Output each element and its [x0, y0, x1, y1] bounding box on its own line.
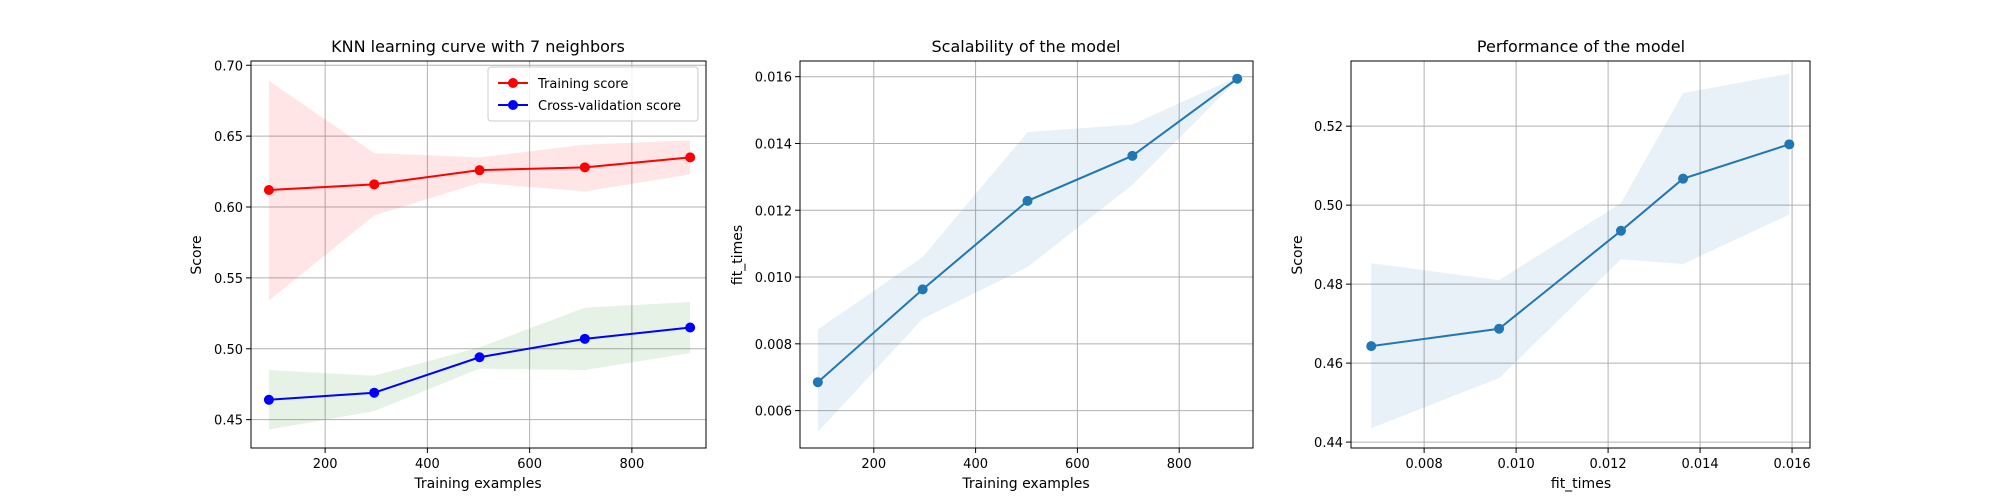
data-point: [1366, 341, 1377, 352]
learning-curve-chart: KNN learning curve with 7 neighbors Trai…: [189, 37, 707, 492]
axes-frame: [799, 60, 1254, 449]
confidence-band: [268, 80, 691, 301]
data-point: [369, 387, 380, 398]
data-point: [917, 284, 928, 295]
y-tick-label: 0.010: [755, 271, 792, 286]
grid-lines: [1351, 61, 1810, 448]
x-tick-label: 400: [963, 457, 988, 472]
data-point: [263, 394, 274, 405]
y-axis-label: Score: [189, 235, 205, 274]
y-tick-label: 0.65: [214, 130, 243, 145]
x-tick-label: 800: [619, 457, 644, 472]
y-tick-label: 0.006: [755, 405, 792, 420]
x-tick-label: 0.012: [1589, 457, 1626, 472]
data-point: [1494, 323, 1505, 334]
y-tick-label: 0.70: [214, 59, 243, 74]
confidence-band: [1371, 73, 1790, 429]
data-point: [579, 333, 590, 344]
grid-lines: [800, 61, 1253, 448]
x-tick-label: 0.014: [1681, 457, 1718, 472]
x-tick-label: 200: [313, 457, 338, 472]
data-point: [474, 165, 485, 176]
x-axis-label: fit_times: [1551, 476, 1611, 492]
x-tick-label: 600: [517, 457, 542, 472]
axes-frame: [250, 60, 707, 449]
x-tick-label: 0.010: [1498, 457, 1535, 472]
data-point: [685, 152, 696, 163]
series-1: [263, 301, 696, 430]
y-tick-label: 0.60: [214, 201, 243, 216]
legend: Training score Cross-validation score: [487, 66, 699, 122]
legend-label: Training score: [537, 77, 628, 92]
performance-chart: Performance of the model fit_times Score…: [1290, 37, 1811, 492]
chart-title: KNN learning curve with 7 neighbors: [331, 37, 625, 56]
y-tick-label: 0.46: [1314, 357, 1343, 372]
y-tick-label: 0.012: [755, 204, 792, 219]
confidence-band: [268, 301, 691, 430]
y-axis-label: Score: [1290, 235, 1306, 274]
y-tick-label: 0.50: [214, 343, 243, 358]
data-point: [474, 352, 485, 363]
data-point: [579, 162, 590, 173]
data-point: [263, 185, 274, 195]
y-tick-label: 0.016: [755, 71, 792, 86]
x-tick-label: 800: [1167, 457, 1192, 472]
chart-title: Performance of the model: [1477, 37, 1685, 56]
axes-frame: [1350, 60, 1811, 449]
y-tick-label: 0.55: [214, 272, 243, 287]
y-tick-label: 0.45: [214, 414, 243, 429]
y-tick-label: 0.48: [1314, 278, 1343, 293]
series-0: [812, 73, 1243, 432]
y-tick-label: 0.014: [755, 137, 792, 152]
legend-marker: [508, 100, 518, 110]
data-point: [1022, 195, 1033, 206]
axis-ticks: 200 400 600 800 0.006 0.008 0.010 0.012 0.014 0.0…: [755, 71, 1192, 472]
x-tick-label: 200: [861, 457, 886, 472]
axis-ticks: 200 400 600 800 0.45 0.50 0.55 0.60 0.65 0.70: [214, 59, 644, 472]
data-point: [1678, 173, 1689, 184]
series-0: [1366, 73, 1795, 429]
y-axis-label: fit_times: [730, 225, 746, 285]
data-point: [369, 179, 380, 190]
data-point: [1615, 225, 1626, 236]
y-tick-label: 0.44: [1314, 436, 1343, 451]
x-tick-label: 0.016: [1773, 457, 1810, 472]
x-tick-label: 600: [1065, 457, 1090, 472]
x-axis-label: Training examples: [961, 476, 1089, 492]
legend-box: [487, 66, 699, 122]
x-tick-label: 0.008: [1406, 457, 1443, 472]
y-tick-label: 0.52: [1314, 120, 1343, 135]
data-point: [1232, 73, 1243, 84]
confidence-band: [817, 77, 1238, 432]
y-tick-label: 0.008: [755, 338, 792, 353]
chart-title: Scalability of the model: [932, 37, 1121, 56]
data-point: [1784, 139, 1795, 150]
axis-ticks: 0.008 0.010 0.012 0.014 0.016 0.44 0.46 0.48 0.5…: [1314, 120, 1811, 472]
grid-lines: [251, 61, 706, 448]
x-tick-label: 400: [415, 457, 440, 472]
data-point: [1127, 150, 1138, 161]
y-tick-label: 0.50: [1314, 199, 1343, 214]
legend-label: Cross-validation score: [538, 99, 681, 114]
x-axis-label: Training examples: [413, 476, 541, 492]
series-0: [263, 80, 696, 301]
legend-marker: [508, 78, 518, 88]
data-point: [812, 377, 823, 388]
data-point: [685, 322, 696, 333]
scalability-chart: Scalability of the model Training exampl…: [730, 37, 1254, 492]
